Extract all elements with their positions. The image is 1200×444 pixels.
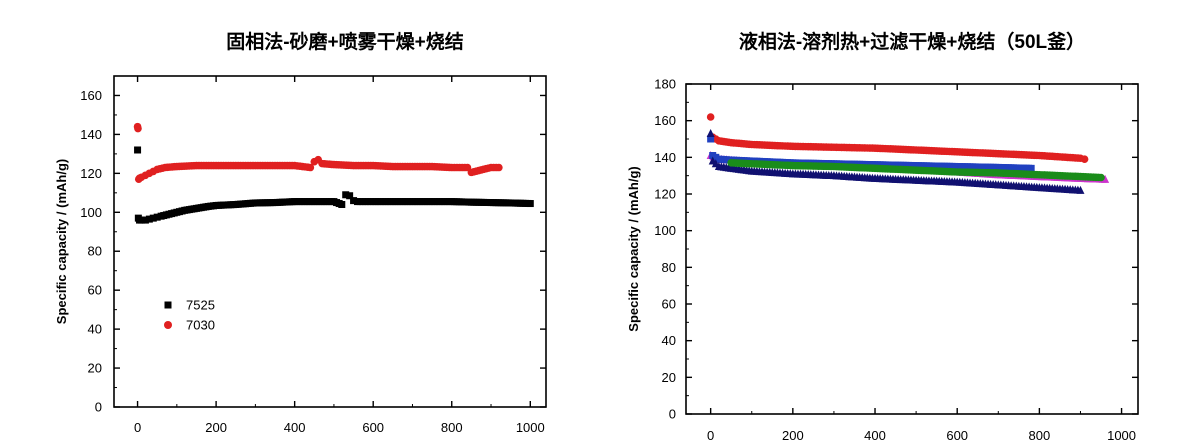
y-tick-label: 60 bbox=[88, 283, 102, 298]
data-point bbox=[706, 113, 715, 121]
data-point bbox=[342, 191, 350, 199]
data-point bbox=[141, 216, 149, 224]
y-tick-label: 80 bbox=[88, 244, 102, 259]
x-tick-label: 800 bbox=[441, 420, 463, 435]
y-tick-label: 100 bbox=[80, 205, 102, 220]
y-tick-label: 120 bbox=[80, 166, 102, 181]
legend-label: 7030 bbox=[186, 318, 215, 333]
data-marks bbox=[133, 122, 534, 224]
y-tick-label: 60 bbox=[662, 297, 676, 312]
y-axis-label: Specific capacity / (mAh/g) bbox=[54, 159, 69, 324]
data-point bbox=[145, 215, 153, 223]
legend-marker bbox=[164, 301, 172, 309]
data-point bbox=[306, 163, 315, 172]
y-tick-label: 20 bbox=[662, 370, 676, 385]
series-7525 bbox=[134, 146, 534, 224]
data-point bbox=[350, 197, 358, 205]
data-point bbox=[1080, 155, 1089, 163]
y-tick-label: 120 bbox=[654, 187, 676, 202]
y-tick-label: 0 bbox=[95, 400, 102, 415]
data-point bbox=[707, 135, 715, 143]
series-7030 bbox=[133, 122, 503, 183]
legend: 7525 7030 bbox=[164, 298, 215, 333]
data-point bbox=[706, 129, 715, 137]
data-point bbox=[526, 200, 534, 208]
x-tick-label: 1000 bbox=[1107, 428, 1136, 443]
x-tick-label: 600 bbox=[362, 420, 384, 435]
series-5 bbox=[727, 159, 1105, 182]
data-point bbox=[153, 213, 161, 221]
x-tick-label: 600 bbox=[946, 428, 968, 443]
chart-title: 液相法-溶剂热+过滤干燥+烧结（50L釜） bbox=[739, 30, 1085, 53]
y-tick-label: 40 bbox=[88, 322, 102, 337]
x-tick-label: 200 bbox=[782, 428, 804, 443]
plot-frame bbox=[113, 75, 547, 408]
y-tick-label: 80 bbox=[662, 260, 676, 275]
y-tick-label: 20 bbox=[88, 361, 102, 376]
data-point bbox=[1097, 173, 1105, 182]
chart-panel-1: 固相法-砂磨+喷雾干燥+烧结 0 20 40 60 80 100 120 140 160 0 200 4… bbox=[54, 30, 547, 435]
y-tick-label: 140 bbox=[654, 150, 676, 165]
x-tick-label: 400 bbox=[284, 420, 306, 435]
chart-panel-2: 液相法-溶剂热+过滤干燥+烧结（50L釜） 0 20 40 60 80 100 120 140 1… bbox=[626, 30, 1139, 443]
data-point bbox=[149, 214, 157, 222]
x-tick-label: 0 bbox=[134, 420, 141, 435]
y-axis-label: Specific capacity / (mAh/g) bbox=[626, 166, 641, 331]
y-tick-label: 160 bbox=[80, 88, 102, 103]
data-point bbox=[1101, 174, 1110, 183]
y-tick-label: 180 bbox=[654, 77, 676, 92]
x-tick-label: 1000 bbox=[516, 420, 545, 435]
data-point bbox=[137, 216, 145, 224]
x-tick-label: 800 bbox=[1029, 428, 1051, 443]
series-4 bbox=[706, 129, 1085, 194]
data-point bbox=[1076, 185, 1085, 194]
data-point bbox=[134, 124, 142, 133]
x-tick-label: 0 bbox=[707, 428, 714, 443]
x-tick-label: 200 bbox=[205, 420, 227, 435]
data-point bbox=[346, 192, 354, 200]
y-tick-label: 140 bbox=[80, 127, 102, 142]
y-tick-label: 160 bbox=[654, 113, 676, 128]
y-tick-label: 0 bbox=[669, 407, 676, 422]
data-point bbox=[1027, 164, 1035, 172]
data-point bbox=[338, 201, 346, 209]
chart-title: 固相法-砂磨+喷雾干燥+烧结 bbox=[226, 30, 464, 53]
y-tick-label: 40 bbox=[662, 333, 676, 348]
data-point bbox=[495, 163, 503, 172]
series-1 bbox=[706, 113, 1089, 163]
x-tick-label: 400 bbox=[864, 428, 886, 443]
data-point bbox=[134, 146, 142, 154]
legend-label: 7525 bbox=[186, 298, 215, 313]
plot-frame bbox=[685, 83, 1139, 415]
legend-marker bbox=[164, 321, 172, 329]
data-marks bbox=[706, 113, 1110, 194]
y-tick-label: 100 bbox=[654, 223, 676, 238]
